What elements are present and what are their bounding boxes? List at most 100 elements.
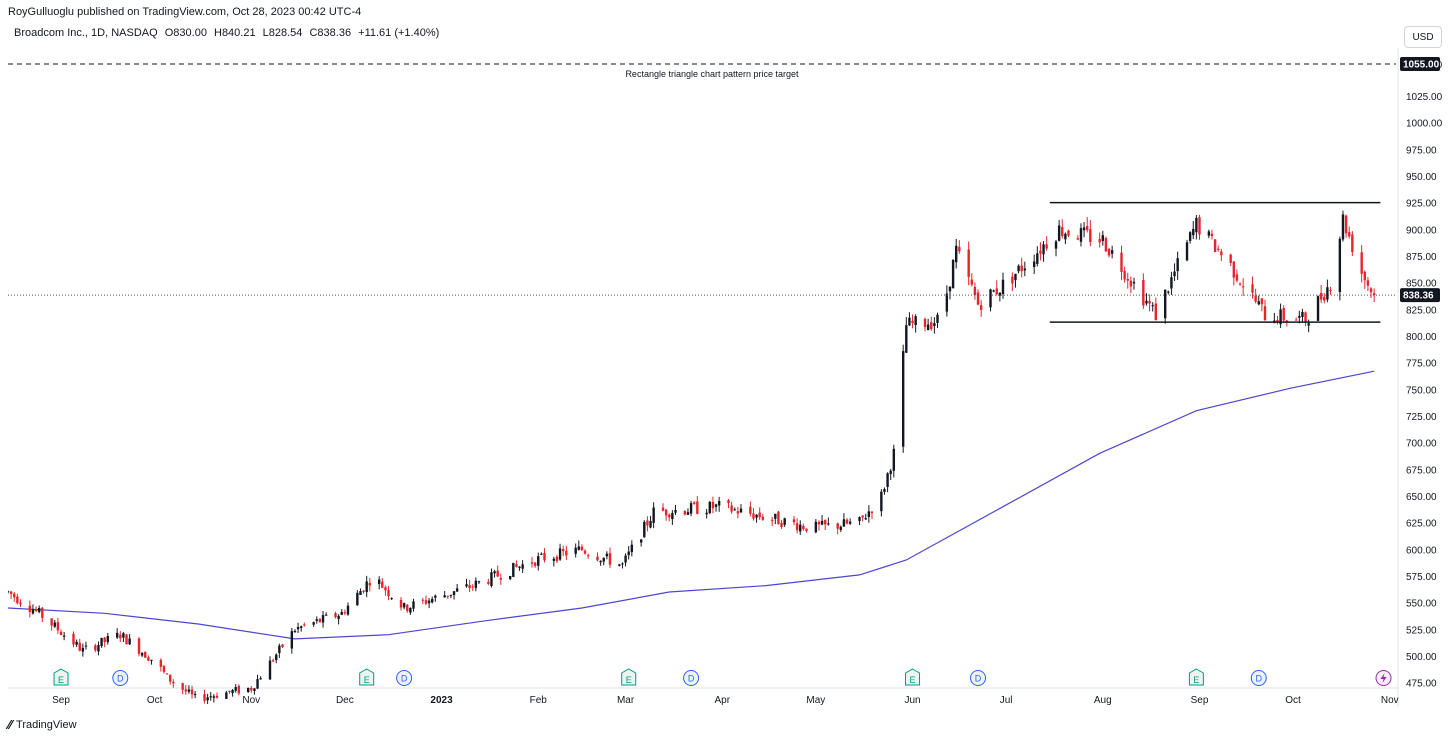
candle-body bbox=[686, 512, 690, 515]
candle-body bbox=[1064, 233, 1067, 240]
candle-body bbox=[377, 579, 381, 585]
candle-body bbox=[814, 521, 818, 533]
candle-body bbox=[37, 607, 41, 613]
candle-body bbox=[730, 505, 733, 512]
candle-body bbox=[783, 518, 786, 525]
candle-body bbox=[452, 591, 456, 596]
candle-body bbox=[1372, 293, 1376, 296]
candle-body bbox=[770, 519, 774, 521]
y-tick-label: 925.00 bbox=[1406, 199, 1437, 210]
y-tick-label: 625.00 bbox=[1406, 519, 1437, 530]
earnings-event-letter: E bbox=[364, 675, 370, 685]
candle-body bbox=[1107, 248, 1111, 256]
candle-body bbox=[1360, 252, 1363, 274]
candle-body bbox=[696, 501, 699, 514]
y-tick-label: 800.00 bbox=[1406, 332, 1437, 343]
candle-body bbox=[1082, 227, 1086, 231]
candle-body bbox=[278, 645, 281, 654]
candle-body bbox=[1188, 232, 1192, 241]
candle-body bbox=[605, 553, 609, 557]
candle-body bbox=[271, 660, 275, 662]
candle-body bbox=[618, 564, 621, 566]
x-tick-label: May bbox=[806, 695, 825, 706]
candle-body bbox=[979, 305, 983, 310]
candle-body bbox=[1079, 228, 1083, 242]
candle-body bbox=[381, 581, 384, 588]
x-tick-label: Mar bbox=[617, 695, 635, 706]
candle-body bbox=[1089, 229, 1092, 243]
x-tick-label: Sep bbox=[52, 695, 70, 706]
price-target-tag-bg bbox=[1400, 57, 1440, 71]
earnings-event-letter: E bbox=[626, 675, 632, 685]
candle-body bbox=[1326, 287, 1329, 300]
candle-body bbox=[290, 631, 294, 649]
y-tick-label: 650.00 bbox=[1406, 492, 1437, 503]
candle-body bbox=[1298, 316, 1301, 318]
candle-body bbox=[643, 521, 646, 538]
candle-body bbox=[1170, 277, 1173, 289]
close-value: C838.36 bbox=[309, 27, 352, 39]
candle-body bbox=[537, 556, 540, 566]
candle-body bbox=[727, 500, 730, 504]
candle-body bbox=[368, 582, 372, 586]
x-tick-label: 2023 bbox=[430, 695, 453, 706]
earnings-event-letter: E bbox=[1193, 675, 1199, 685]
symbol-name[interactable]: Broadcom Inc., 1D, NASDAQ bbox=[14, 27, 158, 39]
y-tick-label: 475.00 bbox=[1406, 679, 1437, 690]
candle-body bbox=[930, 322, 933, 330]
candle-body bbox=[652, 507, 655, 523]
candle-body bbox=[1142, 279, 1145, 306]
candle-body bbox=[820, 520, 824, 525]
earnings-event-icon bbox=[53, 668, 69, 686]
candle-body bbox=[97, 645, 100, 652]
y-tick-label: 700.00 bbox=[1406, 439, 1437, 450]
candle-body bbox=[477, 581, 481, 583]
candle-body bbox=[1054, 241, 1058, 249]
y-tick-label: 675.00 bbox=[1406, 465, 1437, 476]
candle-body bbox=[714, 504, 718, 507]
candle-body bbox=[1067, 230, 1070, 236]
candle-body bbox=[530, 562, 534, 564]
candle-body bbox=[596, 556, 599, 561]
candle-body bbox=[34, 610, 38, 612]
candle-body bbox=[187, 689, 191, 692]
candle-body bbox=[159, 659, 163, 667]
candle-body bbox=[128, 638, 131, 645]
candle-body bbox=[989, 289, 992, 308]
candle-body bbox=[299, 626, 303, 628]
y-tick-label: 975.00 bbox=[1406, 145, 1437, 156]
candle-body bbox=[905, 325, 908, 353]
candle-body bbox=[540, 553, 543, 555]
candle-body bbox=[9, 591, 13, 595]
candle-body bbox=[824, 519, 827, 525]
y-tick-label: 875.00 bbox=[1406, 252, 1437, 263]
candle-body bbox=[312, 622, 315, 625]
candle-body bbox=[1213, 239, 1217, 252]
earnings-event-icon bbox=[621, 668, 637, 686]
candle-body bbox=[608, 553, 612, 565]
candle-body bbox=[334, 613, 337, 618]
candle-body bbox=[533, 562, 537, 566]
candle-body bbox=[1279, 309, 1282, 325]
candle-body bbox=[1235, 274, 1239, 281]
dividend-event-icon bbox=[112, 670, 129, 686]
candle-body bbox=[836, 523, 839, 529]
currency-button[interactable]: USD bbox=[1404, 26, 1442, 48]
candle-body bbox=[1319, 292, 1323, 300]
candle-body bbox=[125, 634, 128, 645]
candle-body bbox=[817, 521, 821, 525]
y-tick-label: 900.00 bbox=[1406, 225, 1437, 236]
candle-body bbox=[1011, 276, 1014, 284]
chart-area[interactable]: 475.00 500.00 525.00 550.00 575.00 600.00 625.… bbox=[8, 48, 1443, 707]
candle-body bbox=[674, 510, 677, 513]
candle-body bbox=[140, 653, 144, 656]
candle-body bbox=[343, 612, 347, 614]
candle-body bbox=[8, 591, 10, 593]
candle-body bbox=[365, 581, 368, 593]
candle-body bbox=[430, 598, 434, 603]
candle-body bbox=[94, 645, 97, 651]
dividend-event-letter: D bbox=[975, 674, 982, 684]
candle-body bbox=[225, 692, 228, 699]
candle-body bbox=[1104, 238, 1108, 252]
price-chart[interactable]: 475.00 500.00 525.00 550.00 575.00 600.00 625.… bbox=[8, 48, 1448, 707]
